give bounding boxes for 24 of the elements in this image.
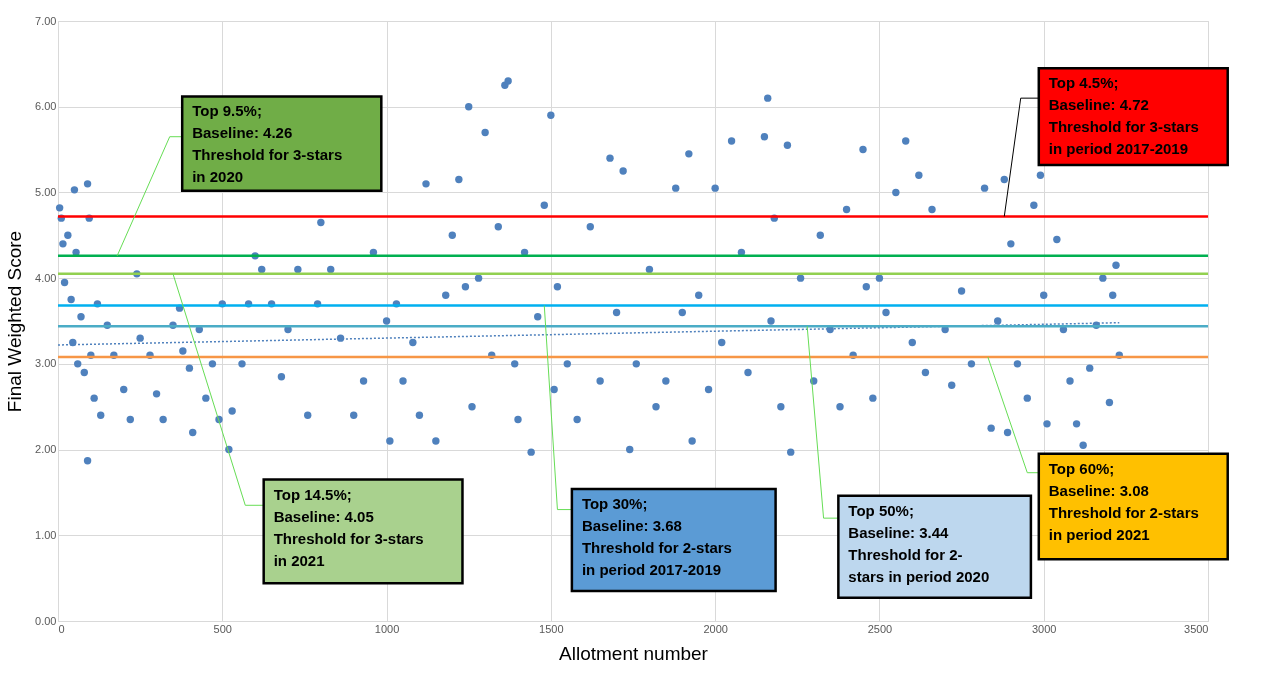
y-tick-label: 0.00	[35, 614, 57, 627]
y-tick-label: 6.00	[35, 100, 57, 113]
ref-line-label: Top 30%; Baseline: 3.68 Threshold for 2-stars in period 2017-2019	[581, 495, 732, 578]
ref-line-label: Top 4.5%; Baseline: 4.72 Threshold for 3-stars in period 2017-2019	[1048, 74, 1199, 158]
x-tick-label: 1000	[374, 622, 400, 635]
y-tick-label: 1.00	[35, 528, 57, 541]
y-tick-label: 3.00	[35, 357, 57, 370]
x-tick-label: 2500	[867, 622, 893, 635]
ref-line-label: Top 50%; Baseline: 3.44 Threshold for 2- stars in period 2020	[848, 501, 990, 585]
x-axis-title: Allotment number	[559, 642, 709, 664]
ref-line-label: Top 9.5%; Baseline: 4.26 Threshold for 3-stars in 2020	[192, 102, 343, 186]
x-tick-label: 1500	[539, 622, 564, 635]
x-tick-label: 2000	[703, 622, 728, 635]
x-tick-label: 3000	[1031, 622, 1057, 635]
y-tick-label: 2.00	[35, 443, 57, 456]
x-tick-label: 3500	[1184, 622, 1209, 635]
x-tick-label: 500	[213, 622, 232, 635]
ref-line-label: Top 14.5%; Baseline: 4.05 Threshold for 3-stars in 2021	[273, 485, 424, 569]
y-tick-label: 5.00	[35, 185, 57, 198]
y-tick-label: 7.00	[35, 14, 57, 27]
y-axis-title: Final Weighted Score	[4, 230, 26, 413]
ref-line-label: Top 60%; Baseline: 3.08 Threshold for 2-stars in period 2021	[1048, 459, 1199, 543]
x-tick-label: 0	[58, 622, 65, 635]
y-tick-label: 4.00	[35, 271, 57, 284]
